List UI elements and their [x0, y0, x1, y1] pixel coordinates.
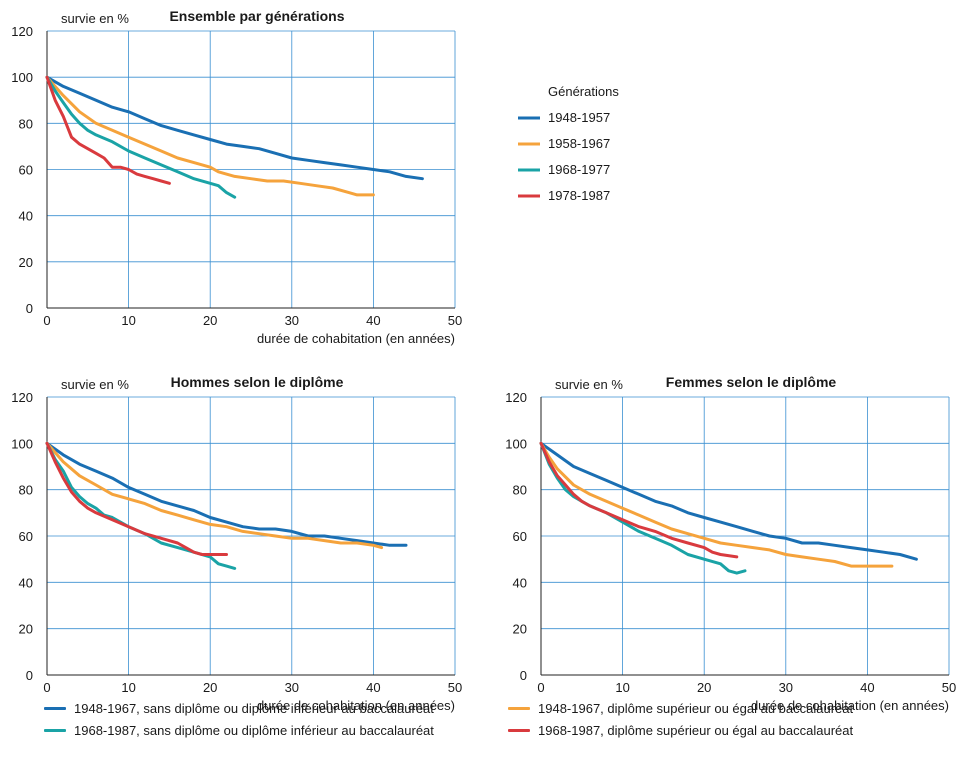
- bottom-legend-item-2: 1968-1987, sans diplôme ou diplôme infér…: [44, 723, 434, 738]
- series-line-1: [45, 75, 424, 181]
- y-tick-label: 80: [513, 483, 527, 498]
- legend-entry: 1958-1967: [548, 136, 610, 151]
- chart-panel-1: 0 10 20 30 40 50 0 20 40 60 80 100 120 survie en % Ens…: [11, 8, 619, 346]
- y-tick-label: 20: [19, 255, 33, 270]
- legend-entry: 1978-1987: [548, 188, 610, 203]
- chart-title: Ensemble par générations: [169, 8, 344, 24]
- legend-swatch: [44, 729, 66, 732]
- y-tick-label: 120: [11, 24, 33, 39]
- x-tick-label: 40: [366, 680, 380, 695]
- y-tick-label: 100: [11, 436, 33, 451]
- y-tick-label: 80: [19, 483, 33, 498]
- chart-panel-3: 0 10 20 30 40 50 0 20 40 60 80 100 120 survie en % Fem…: [505, 374, 956, 713]
- x-tick-label: 20: [203, 313, 217, 328]
- chart-title: Femmes selon le diplôme: [666, 374, 837, 390]
- legend-label: 1968-1987, diplôme supérieur ou égal au …: [538, 723, 854, 738]
- series-line-3: [539, 441, 747, 575]
- y-tick-label: 120: [505, 390, 527, 405]
- chart-panel-2: 0 10 20 30 40 50 0 20 40 60 80 100 120 survie en % Hom…: [11, 374, 462, 713]
- legend-label: 1968-1987, sans diplôme ou diplôme infér…: [74, 723, 434, 738]
- legend-swatch: [508, 707, 530, 710]
- x-tick-label: 40: [366, 313, 380, 328]
- y-tick-label: 0: [26, 301, 33, 316]
- series-line-4: [539, 441, 739, 559]
- bottom-legend-item-3: 1948-1967, diplôme supérieur ou égal au …: [508, 701, 853, 716]
- x-axis-label: durée de cohabitation (en années): [257, 698, 455, 713]
- x-tick-label: 40: [860, 680, 874, 695]
- series-line-2: [45, 75, 375, 197]
- x-tick-label: 50: [448, 680, 462, 695]
- x-tick-label: 0: [43, 313, 50, 328]
- y-axis-label: survie en %: [61, 377, 129, 392]
- y-tick-label: 40: [513, 575, 527, 590]
- x-tick-label: 10: [121, 313, 135, 328]
- x-tick-label: 50: [942, 680, 956, 695]
- bottom-legend-item-4: 1968-1987, diplôme supérieur ou égal au …: [508, 723, 853, 738]
- series-line-1: [539, 441, 918, 561]
- bottom-legend-item-1: 1948-1967, sans diplôme ou diplôme infér…: [44, 701, 434, 716]
- legend-title: Générations: [548, 84, 619, 99]
- legend-entry: 1948-1957: [548, 110, 610, 125]
- x-tick-label: 0: [537, 680, 544, 695]
- y-tick-label: 40: [19, 575, 33, 590]
- y-tick-label: 60: [19, 529, 33, 544]
- y-tick-label: 100: [505, 436, 527, 451]
- y-tick-label: 20: [513, 622, 527, 637]
- legend-label: 1948-1967, diplôme supérieur ou égal au …: [538, 701, 854, 716]
- x-tick-label: 10: [121, 680, 135, 695]
- legend-entry: 1968-1977: [548, 162, 610, 177]
- x-tick-label: 20: [697, 680, 711, 695]
- legend-label: 1948-1967, sans diplôme ou diplôme infér…: [74, 701, 434, 716]
- legend-swatch: [508, 729, 530, 732]
- x-tick-label: 0: [43, 680, 50, 695]
- y-tick-label: 0: [520, 668, 527, 683]
- series-line-4: [45, 75, 171, 185]
- x-tick-label: 10: [615, 680, 629, 695]
- x-tick-label: 20: [203, 680, 217, 695]
- series-line-1: [45, 441, 408, 547]
- y-tick-label: 80: [19, 116, 33, 131]
- series-line-2: [539, 441, 894, 568]
- y-tick-label: 60: [513, 529, 527, 544]
- series-line-2: [45, 441, 384, 550]
- y-tick-label: 120: [11, 390, 33, 405]
- y-tick-label: 100: [11, 70, 33, 85]
- y-tick-label: 0: [26, 668, 33, 683]
- y-axis-label: survie en %: [61, 11, 129, 26]
- x-tick-label: 30: [285, 680, 299, 695]
- y-axis-label: survie en %: [555, 377, 623, 392]
- chart-title: Hommes selon le diplôme: [171, 374, 344, 390]
- x-tick-label: 30: [285, 313, 299, 328]
- legend-swatch: [44, 707, 66, 710]
- x-tick-label: 50: [448, 313, 462, 328]
- y-tick-label: 40: [19, 209, 33, 224]
- x-axis-label: durée de cohabitation (en années): [257, 331, 455, 346]
- x-tick-label: 30: [779, 680, 793, 695]
- series-line-4: [45, 441, 228, 556]
- y-tick-label: 60: [19, 163, 33, 178]
- y-tick-label: 20: [19, 622, 33, 637]
- series-line-3: [45, 75, 237, 199]
- x-axis-label: durée de cohabitation (en années): [751, 698, 949, 713]
